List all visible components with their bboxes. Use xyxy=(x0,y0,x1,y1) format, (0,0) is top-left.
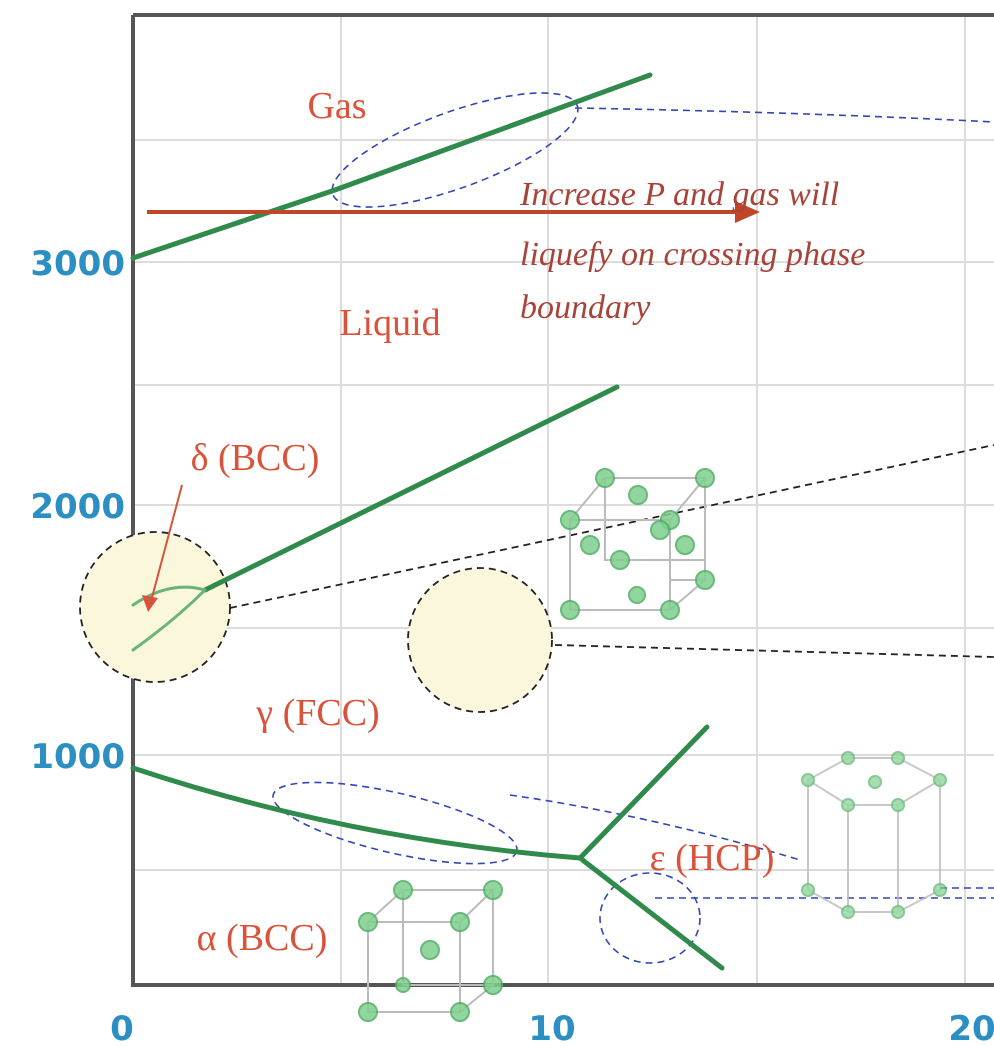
axes xyxy=(131,13,994,987)
crystal-bcc xyxy=(358,880,503,1022)
region-label: α (BCC) xyxy=(197,917,328,959)
region-label: Liquid xyxy=(339,302,440,344)
grid xyxy=(133,15,994,985)
x-tick-label: 20 xyxy=(948,1009,994,1046)
annotation: boundary xyxy=(520,289,651,326)
region-label: ε (HCP) xyxy=(650,837,775,879)
y-tick-label: 2000 xyxy=(30,487,125,527)
crystal-hcp xyxy=(801,751,947,919)
region-label: δ (BCC) xyxy=(191,437,320,479)
crystal-fcc xyxy=(560,468,715,620)
x-tick-label: 0 xyxy=(110,1009,134,1046)
dashed-lines xyxy=(229,444,994,658)
pointer xyxy=(149,484,183,606)
annotation: Increase P and gas will xyxy=(519,176,839,213)
region-label: Gas xyxy=(307,85,366,127)
arrow-head xyxy=(735,201,760,223)
delta-circle xyxy=(79,531,231,683)
gamma-circle xyxy=(407,567,553,713)
y-tick-label: 3000 xyxy=(30,244,125,284)
y-tick-label: 1000 xyxy=(30,737,125,777)
pointer-head xyxy=(142,595,158,612)
x-tick-label: 10 xyxy=(528,1009,575,1046)
phase-boundaries xyxy=(130,72,725,971)
region-label: γ (FCC) xyxy=(255,692,379,734)
annotation: liquefy on crossing phase xyxy=(520,236,865,273)
